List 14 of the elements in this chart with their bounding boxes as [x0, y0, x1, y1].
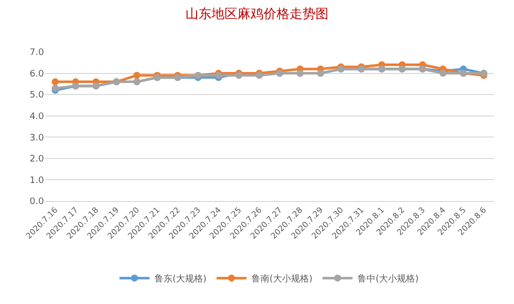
y-tick-label: 4.0 — [30, 112, 44, 122]
legend-label: 鲁中(大小规格) — [358, 274, 419, 285]
y-tick-label: 0.0 — [30, 197, 44, 208]
y-tick-label: 5.0 — [30, 90, 44, 101]
y-tick-label: 1.0 — [30, 176, 44, 186]
y-tick-label: 7.0 — [30, 48, 44, 58]
legend-label: 鲁东(大规格) — [154, 274, 207, 285]
legend-label: 鲁南(大小规格) — [252, 274, 313, 285]
y-tick-label: 2.0 — [30, 154, 44, 165]
chart-title: 山东地区麻鸡价格走势图 — [186, 7, 328, 22]
point — [52, 78, 59, 86]
point — [133, 72, 140, 79]
y-tick-label: 3.0 — [30, 133, 44, 144]
y-tick-label: 6.0 — [30, 69, 44, 80]
